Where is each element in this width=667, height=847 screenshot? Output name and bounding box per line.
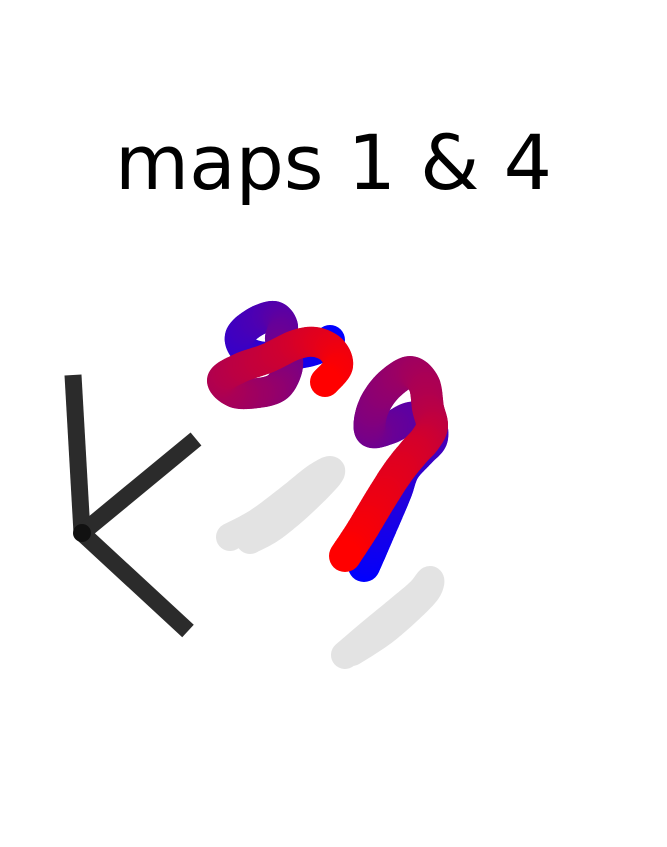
axis-upper-diagonal	[76, 432, 202, 540]
trajectory-layer	[207, 300, 449, 582]
shadow-right	[331, 566, 445, 669]
trajectory-right-marker	[329, 540, 361, 572]
axis-lower-diagonal	[76, 526, 194, 638]
figure-title: maps 1 & 4	[115, 118, 552, 207]
axes-origin	[73, 524, 91, 542]
axis-vertical	[64, 374, 91, 534]
shadow-left	[216, 456, 346, 554]
axes-triad-icon	[64, 374, 202, 638]
trajectory-left-marker	[310, 367, 340, 397]
shadow-layer	[216, 456, 445, 669]
